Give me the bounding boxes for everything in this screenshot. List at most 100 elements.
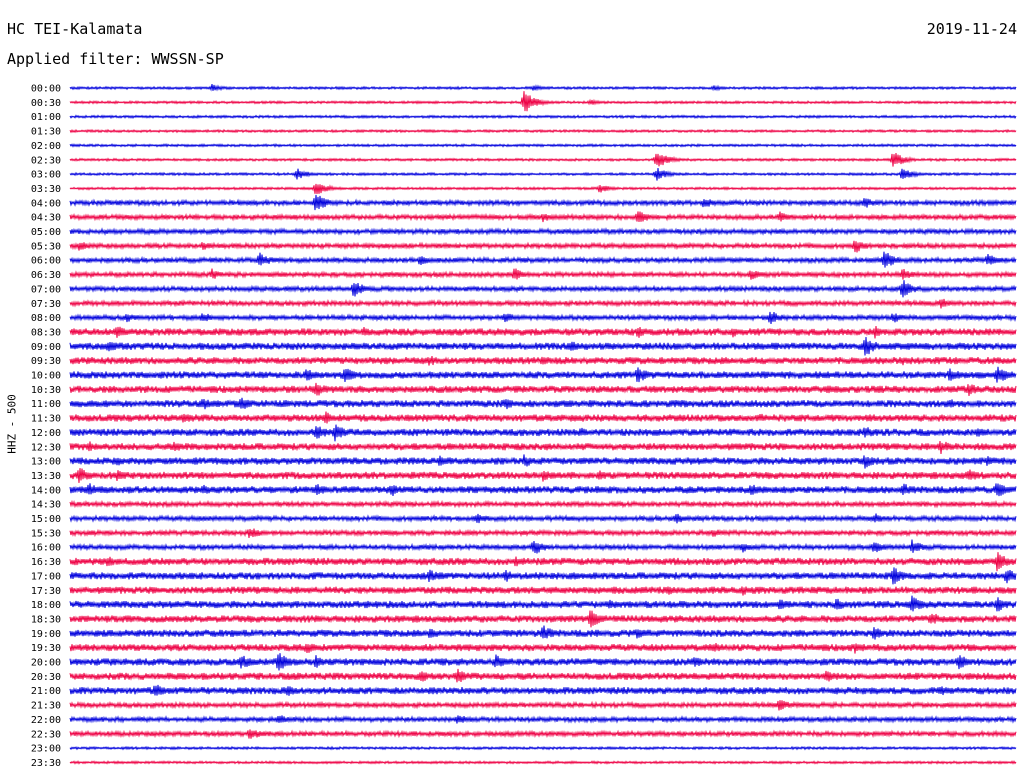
trace-line bbox=[69, 715, 1017, 724]
time-tick-label: 22:00 bbox=[31, 715, 61, 726]
trace-line bbox=[69, 194, 1017, 211]
trace-line bbox=[69, 483, 1017, 497]
trace-line bbox=[69, 298, 1017, 309]
trace-line bbox=[69, 454, 1017, 469]
trace-line bbox=[69, 397, 1017, 410]
time-tick-label: 09:30 bbox=[31, 356, 61, 367]
time-tick-label: 23:00 bbox=[31, 744, 61, 755]
trace-line bbox=[69, 424, 1017, 442]
time-tick-label: 19:30 bbox=[31, 643, 61, 654]
time-tick-label: 01:30 bbox=[31, 127, 61, 138]
trace-line bbox=[69, 114, 1017, 120]
time-tick-label: 14:30 bbox=[31, 500, 61, 511]
trace-line bbox=[69, 499, 1017, 509]
time-tick-label: 17:00 bbox=[31, 571, 61, 582]
trace-line bbox=[69, 513, 1017, 524]
trace-line bbox=[69, 280, 1017, 298]
station-name: HC TEI-Kalamata bbox=[7, 20, 143, 38]
trace-line bbox=[69, 336, 1017, 356]
trace-line bbox=[69, 326, 1017, 339]
trace-line bbox=[69, 468, 1017, 483]
time-tick-label: 14:00 bbox=[31, 485, 61, 496]
time-tick-label: 07:30 bbox=[31, 299, 61, 310]
time-tick-label: 00:00 bbox=[31, 84, 61, 95]
time-tick-label: 16:00 bbox=[31, 543, 61, 554]
time-tick-label: 03:30 bbox=[31, 184, 61, 195]
trace-line bbox=[69, 585, 1017, 596]
time-tick-label: 18:30 bbox=[31, 614, 61, 625]
trace-line bbox=[69, 153, 1017, 167]
time-tick-label: 07:00 bbox=[31, 284, 61, 295]
trace-line bbox=[69, 653, 1017, 671]
trace-line bbox=[69, 128, 1017, 134]
trace-line bbox=[69, 240, 1017, 253]
trace-line bbox=[69, 251, 1017, 268]
record-date: 2019-11-24 bbox=[926, 20, 1017, 38]
trace-line bbox=[69, 595, 1017, 612]
trace-line bbox=[69, 700, 1017, 711]
time-tick-label: 11:00 bbox=[31, 399, 61, 410]
time-tick-label: 00:30 bbox=[31, 98, 61, 109]
time-tick-label: 20:00 bbox=[31, 658, 61, 669]
time-tick-label: 04:30 bbox=[31, 213, 61, 224]
time-tick-label: 04:00 bbox=[31, 198, 61, 209]
trace-line bbox=[69, 411, 1017, 424]
trace-line bbox=[69, 625, 1017, 640]
trace-line bbox=[69, 552, 1017, 572]
trace-line bbox=[69, 211, 1017, 223]
trace-line bbox=[69, 567, 1017, 585]
trace-line bbox=[69, 91, 1017, 112]
time-tick-label: 08:30 bbox=[31, 327, 61, 338]
time-tick-label: 06:30 bbox=[31, 270, 61, 281]
trace-line bbox=[69, 168, 1017, 181]
time-tick-label: 01:00 bbox=[31, 112, 61, 123]
applied-filter: Applied filter: WWSSN-SP bbox=[7, 50, 224, 68]
time-tick-label: 06:00 bbox=[31, 256, 61, 267]
time-tick-label: 12:30 bbox=[31, 442, 61, 453]
time-tick-label: 20:30 bbox=[31, 672, 61, 683]
time-tick-label: 12:00 bbox=[31, 428, 61, 439]
time-tick-label: 13:00 bbox=[31, 457, 61, 468]
trace-line bbox=[69, 441, 1017, 455]
trace-line bbox=[69, 356, 1017, 366]
trace-line bbox=[69, 227, 1017, 236]
time-tick-label: 10:00 bbox=[31, 371, 61, 382]
trace-line bbox=[69, 729, 1017, 739]
time-tick-label: 18:00 bbox=[31, 600, 61, 611]
trace-line bbox=[69, 539, 1017, 554]
time-tick-label: 15:30 bbox=[31, 528, 61, 539]
time-tick-label: 19:00 bbox=[31, 629, 61, 640]
time-tick-label: 10:30 bbox=[31, 385, 61, 396]
time-tick-label: 02:00 bbox=[31, 141, 61, 152]
trace-line bbox=[69, 668, 1017, 683]
trace-line bbox=[69, 268, 1017, 280]
time-tick-label: 17:30 bbox=[31, 586, 61, 597]
trace-line bbox=[69, 142, 1017, 148]
time-tick-label: 21:00 bbox=[31, 686, 61, 697]
time-tick-label: 21:30 bbox=[31, 701, 61, 712]
time-tick-label: 16:30 bbox=[31, 557, 61, 568]
time-tick-label: 08:00 bbox=[31, 313, 61, 324]
time-tick-label: 05:00 bbox=[31, 227, 61, 238]
time-tick-label: 05:30 bbox=[31, 241, 61, 252]
time-tick-label: 13:30 bbox=[31, 471, 61, 482]
trace-line bbox=[69, 183, 1017, 194]
trace-line bbox=[69, 684, 1017, 696]
time-tick-label: 22:30 bbox=[31, 729, 61, 740]
trace-line bbox=[69, 610, 1017, 628]
time-tick-label: 02:30 bbox=[31, 155, 61, 166]
trace-line bbox=[69, 311, 1017, 324]
time-tick-label: 23:30 bbox=[31, 758, 61, 769]
trace-line bbox=[69, 84, 1017, 92]
trace-line bbox=[69, 745, 1017, 751]
trace-line bbox=[69, 528, 1017, 539]
time-tick-label: 03:00 bbox=[31, 170, 61, 181]
time-tick-label: 15:00 bbox=[31, 514, 61, 525]
trace-line bbox=[69, 760, 1017, 765]
time-tick-label: 11:30 bbox=[31, 414, 61, 425]
trace-line bbox=[69, 643, 1017, 654]
trace-line bbox=[69, 366, 1017, 383]
time-tick-label: 09:00 bbox=[31, 342, 61, 353]
trace-line bbox=[69, 382, 1017, 396]
